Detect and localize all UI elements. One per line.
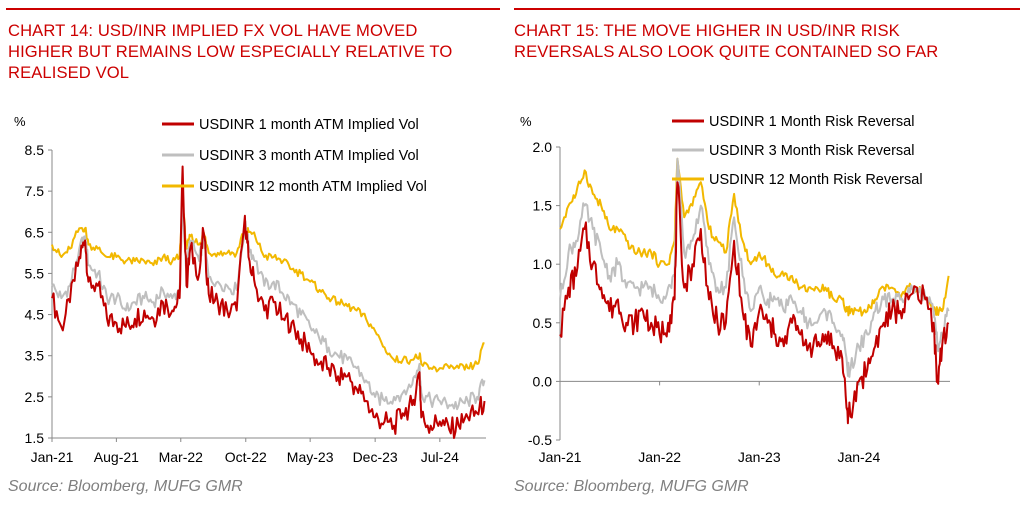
y-unit-label: % <box>520 114 532 129</box>
title-rule <box>514 8 1020 10</box>
x-tick-label: Jan-22 <box>638 449 681 465</box>
x-tick-label: Jan-24 <box>837 449 880 465</box>
series-line-1 <box>51 165 486 439</box>
y-tick-label: 1.0 <box>533 256 553 272</box>
x-tick-label: Jan-21 <box>539 449 582 465</box>
chart-15-panel: CHART 15: THE MOVE HIGHER IN USD/INR RIS… <box>506 0 1022 512</box>
y-tick-label: 7.5 <box>25 183 45 199</box>
y-tick-label: 8.5 <box>25 142 45 158</box>
legend-label: USDINR 1 month ATM Implied Vol <box>199 117 419 133</box>
title-line: REVERSALS ALSO LOOK QUITE CONTAINED SO F… <box>514 42 939 61</box>
series-line-2 <box>51 206 486 411</box>
title-line: HIGHER BUT REMAINS LOW ESPECIALLY RELATI… <box>8 42 453 61</box>
y-tick-label: 4.5 <box>25 307 45 323</box>
x-tick-label: Jan-21 <box>31 449 74 465</box>
chart-14-plot: % 8.5 7.5 6.5 5.5 4.5 3.5 2.5 1.5 Jan-21 Aug-21 Mar… <box>14 114 486 465</box>
x-tick-label: Jul-24 <box>421 449 459 465</box>
y-tick-label: 0.5 <box>533 315 553 331</box>
x-tick-label: Dec-23 <box>353 449 398 465</box>
title-line: CHART 14: USD/INR IMPLIED FX VOL HAVE MO… <box>8 21 418 40</box>
y-tick-label: 2.5 <box>25 389 45 405</box>
series-line-2 <box>559 157 950 378</box>
x-tick-label: Jan-23 <box>738 449 781 465</box>
x-tick-label: Aug-21 <box>94 449 139 465</box>
y-tick-label: 2.0 <box>533 139 553 155</box>
legend-label: USDINR 12 Month Risk Reversal <box>709 172 923 188</box>
series-line-3 <box>559 157 950 317</box>
legend-label: USDINR 1 Month Risk Reversal <box>709 114 914 130</box>
title-line: CHART 15: THE MOVE HIGHER IN USD/INR RIS… <box>514 21 900 40</box>
x-tick-label: May-23 <box>287 449 334 465</box>
legend-label: USDINR 3 Month Risk Reversal <box>709 143 914 159</box>
legend-label: USDINR 3 month ATM Implied Vol <box>199 148 419 164</box>
y-tick-label: 5.5 <box>25 265 45 281</box>
y-tick-label: 1.5 <box>25 430 45 446</box>
legend-label: USDINR 12 month ATM Implied Vol <box>199 179 427 195</box>
y-tick-label: -0.5 <box>528 432 552 448</box>
title-rule <box>6 8 500 10</box>
y-unit-label: % <box>14 114 26 129</box>
y-tick-label: 1.5 <box>533 198 553 214</box>
chart-14-title: CHART 14: USD/INR IMPLIED FX VOL HAVE MO… <box>8 20 504 83</box>
x-tick-label: Oct-22 <box>225 449 267 465</box>
series-line-3 <box>51 202 485 373</box>
source-note: Source: Bloomberg, MUFG GMR <box>514 478 749 495</box>
x-tick-label: Mar-22 <box>159 449 204 465</box>
y-tick-label: 0.0 <box>533 373 553 389</box>
series-line-1 <box>559 181 950 425</box>
chart-15-title: CHART 15: THE MOVE HIGHER IN USD/INR RIS… <box>514 20 1014 62</box>
chart-14-panel: CHART 14: USD/INR IMPLIED FX VOL HAVE MO… <box>0 0 506 512</box>
title-line: REALISED VOL <box>8 63 130 82</box>
y-tick-label: 6.5 <box>25 224 45 240</box>
source-note: Source: Bloomberg, MUFG GMR <box>8 478 243 495</box>
y-tick-label: 3.5 <box>25 348 45 364</box>
